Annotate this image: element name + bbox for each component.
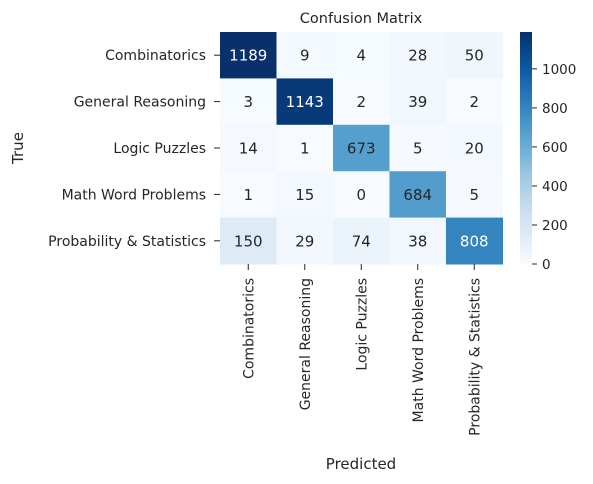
heatmap-cell: [389, 171, 447, 219]
heatmap-cell: [333, 171, 390, 219]
cell-value-label: 29: [295, 232, 314, 250]
heatmap-cell: [446, 124, 503, 172]
heatmap-cell: [276, 32, 334, 79]
heatmap-cell: [276, 171, 334, 219]
cell-value-label: 0: [356, 186, 366, 204]
x-axis-label: Predicted: [326, 455, 396, 473]
colorbar-tick-label: 400: [542, 179, 568, 195]
heatmap-cell: [389, 124, 447, 172]
heatmap-cell: [220, 217, 277, 265]
cell-value-label: 39: [408, 93, 427, 111]
heatmap-cell: [220, 32, 277, 79]
y-tick-label: Logic Puzzles: [113, 141, 206, 157]
heatmap-cell: [220, 124, 277, 172]
cell-value-label: 20: [465, 140, 484, 158]
y-tick-label: Probability & Statistics: [48, 234, 206, 250]
y-tick-labels: Combinatorics General Reasoning Logic Puzz…: [48, 48, 220, 250]
cell-value-label: 1: [243, 186, 253, 204]
y-axis-label: True: [9, 132, 27, 165]
x-tick-label: Combinatorics: [241, 278, 257, 379]
cell-value-label: 28: [408, 47, 427, 65]
x-tick-labels: Combinatorics General Reasoning Logic Puzz…: [241, 264, 483, 436]
cell-value-label: 673: [347, 140, 376, 158]
x-tick-label: Math Word Problems: [411, 278, 427, 422]
heatmap-cell: [333, 32, 390, 79]
cell-value-label: 5: [469, 186, 479, 204]
heatmap-cell: [333, 124, 390, 172]
cell-value-label: 4: [356, 47, 366, 65]
heatmap-cell: [333, 217, 390, 265]
heatmap-cell: [446, 217, 503, 265]
heatmap-cell: [276, 217, 334, 265]
cell-value-label: 38: [408, 232, 427, 250]
cell-value-label: 2: [469, 93, 479, 111]
cell-value-label: 1143: [286, 93, 324, 111]
cell-value-label: 5: [413, 140, 423, 158]
heatmap-cell: [389, 217, 447, 265]
heatmap-cell: [389, 78, 447, 126]
cell-value-label: 3: [243, 93, 253, 111]
cell-value-label: 1: [300, 140, 310, 158]
colorbar-tick-label: 200: [542, 218, 568, 234]
cell-value-label: 1189: [229, 47, 267, 65]
cell-value-label: 150: [234, 232, 263, 250]
cell-value-label: 9: [300, 47, 310, 65]
y-tick-label: General Reasoning: [74, 95, 206, 111]
heatmap-cells: [220, 32, 503, 265]
colorbar-tick-label: 800: [542, 101, 568, 117]
cell-value-label: 14: [239, 140, 258, 158]
x-tick-label: Logic Puzzles: [354, 278, 370, 371]
heatmap-cell: [446, 32, 503, 79]
cell-value-label: 50: [465, 47, 484, 65]
cell-value-label: 2: [356, 93, 366, 111]
heatmap-cell: [220, 78, 277, 126]
cell-value-label: 808: [460, 232, 489, 250]
colorbar: [520, 32, 532, 264]
cell-value-label: 684: [403, 186, 432, 204]
x-tick-label: Probability & Statistics: [467, 278, 483, 436]
cell-value-label: 15: [295, 186, 314, 204]
heatmap-cell: [220, 171, 277, 219]
colorbar-tick-label: 1000: [542, 62, 576, 78]
colorbar-tick-label: 600: [542, 140, 568, 156]
colorbar-tick-label: 0: [542, 257, 551, 273]
y-tick-label: Math Word Problems: [62, 187, 206, 203]
heatmap-cell: [276, 124, 334, 172]
heatmap-cell: [446, 78, 503, 126]
chart-title: Confusion Matrix: [300, 11, 423, 27]
y-tick-label: Combinatorics: [105, 48, 206, 64]
heatmap-cell: [389, 32, 447, 79]
colorbar-ticks: 0 200 400 600 800 1000: [532, 62, 576, 273]
heatmap-cell: [333, 78, 390, 126]
heatmap-cell: [276, 78, 334, 126]
x-tick-label: General Reasoning: [298, 278, 314, 410]
cell-value-label: 74: [352, 232, 371, 250]
heatmap-cell: [446, 171, 503, 219]
